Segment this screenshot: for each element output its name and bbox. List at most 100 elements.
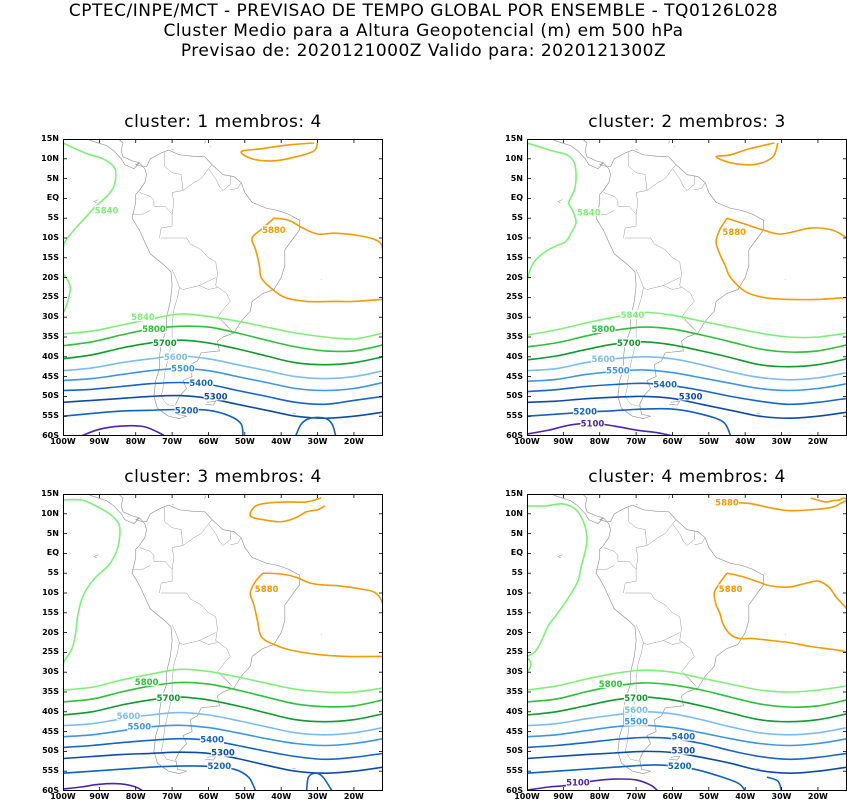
contour-label-bg — [200, 734, 225, 744]
panel-title-cluster-4: cluster: 4 membros: 4 — [588, 467, 786, 487]
contour-label-5600: 5600 — [164, 353, 188, 363]
contour-label-bg — [620, 310, 645, 320]
contour-5200 — [766, 776, 783, 791]
lat-label: 50S — [42, 391, 59, 401]
lon-label: 60W — [198, 437, 219, 446]
map-frame — [63, 139, 383, 436]
contour-5300 — [63, 394, 383, 419]
island — [292, 412, 296, 415]
contour-5600 — [527, 356, 847, 381]
country-border — [199, 640, 218, 645]
contour-5880 — [715, 142, 779, 166]
country-border — [694, 182, 706, 190]
contour-label-5400: 5400 — [653, 381, 677, 391]
contour-label-bg — [152, 337, 177, 347]
island — [669, 400, 680, 406]
island — [93, 199, 99, 204]
contour-5100 — [63, 782, 144, 791]
contour-label-5300: 5300 — [672, 747, 696, 757]
lat-label: 50S — [42, 746, 59, 756]
country-border — [171, 624, 216, 645]
map-frame — [63, 494, 383, 791]
contour-5200 — [527, 764, 746, 791]
lat-label: 30S — [506, 667, 523, 677]
map-panel-cluster-3: 5880 5800 5700 5600 5500 5400 5300 5200 — [63, 494, 383, 791]
lat-label: EQ — [46, 193, 59, 203]
island — [205, 755, 216, 761]
lat-label: 35S — [506, 332, 523, 341]
lat-label: 15S — [506, 252, 523, 262]
country-border — [139, 547, 155, 562]
coastline-central-america — [86, 494, 140, 525]
contour-5200 — [527, 407, 732, 436]
country-border — [208, 523, 231, 546]
contour-5800 — [527, 682, 847, 708]
contour-label-bg — [605, 365, 630, 375]
contour-5200 — [63, 765, 257, 791]
header-title-line2: Cluster Medio para a Altura Geopotencial… — [163, 21, 684, 41]
contour-5840 — [63, 273, 72, 314]
country-border — [694, 537, 706, 545]
contour-label-bg — [94, 205, 119, 215]
lat-label: 45S — [42, 371, 59, 381]
lon-label: 40W — [735, 792, 756, 801]
lat-label: 15N — [505, 134, 523, 143]
contour-label-5880: 5880 — [255, 585, 279, 595]
country-border — [603, 547, 619, 562]
map-svg: 5880 5840 5840 5800 5700 5600 5500 5400 5300 5200 — [63, 139, 383, 436]
lat-label: 10N — [41, 508, 59, 518]
lat-label: 45S — [506, 371, 523, 381]
lat-label: 40S — [506, 706, 523, 716]
lon-label: 90W — [89, 437, 110, 446]
contour-label-bg — [718, 584, 743, 594]
contour-label-bg — [134, 677, 159, 687]
lon-label: 80W — [589, 792, 610, 801]
contour-5880 — [715, 217, 847, 301]
country-border — [230, 537, 242, 545]
contour-label-5800: 5800 — [135, 678, 159, 688]
lat-label: 5S — [47, 568, 59, 578]
country-border — [635, 190, 648, 215]
contour-5300 — [527, 395, 847, 419]
lon-label: 60W — [198, 792, 219, 801]
contour-5700 — [527, 696, 847, 723]
contour-5840 — [527, 142, 577, 282]
contour-label-5500: 5500 — [128, 722, 152, 732]
contour-5100 — [527, 778, 659, 791]
island — [557, 199, 563, 204]
contour-label-bg — [127, 721, 152, 731]
contour-label-bg — [141, 324, 166, 334]
contour-label-5600: 5600 — [624, 706, 648, 716]
contour-5880 — [251, 217, 383, 303]
contour-label-5700: 5700 — [153, 339, 177, 349]
country-border — [139, 192, 155, 207]
contour-label-5100: 5100 — [581, 420, 605, 430]
contour-5500 — [527, 724, 847, 747]
contour-5700 — [527, 340, 847, 368]
header-title-line3: Previsao de: 2020121000Z Valido para: 20… — [180, 41, 667, 61]
lon-label: 30W — [771, 437, 792, 446]
contour-5600 — [527, 710, 847, 736]
contour-5600 — [63, 355, 383, 380]
country-border — [635, 269, 680, 290]
contour-5880 — [262, 572, 383, 621]
contour-5500 — [527, 369, 847, 392]
lon-label: 40W — [271, 792, 292, 801]
island — [93, 554, 99, 559]
contour-label-5500: 5500 — [624, 718, 648, 728]
lon-label: 100W — [50, 792, 76, 801]
country-border — [153, 206, 173, 239]
panel-title-cluster-2: cluster: 2 membros: 3 — [588, 112, 786, 132]
contour-label-bg — [591, 353, 616, 363]
lat-label: 10N — [505, 508, 523, 518]
lat-label: 55S — [506, 411, 523, 421]
lat-label: 55S — [506, 766, 523, 776]
contour-5880 — [726, 217, 847, 239]
country-border — [171, 545, 184, 570]
contour-label-bg — [678, 391, 703, 401]
country-border — [617, 206, 637, 239]
contour-label-5700: 5700 — [617, 339, 641, 349]
contour-label-bg — [671, 745, 696, 755]
lat-label: 10S — [42, 588, 59, 597]
